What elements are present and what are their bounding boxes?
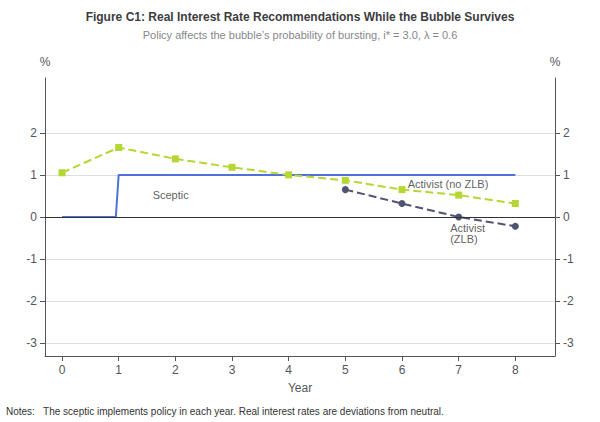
svg-text:1: 1 [30,168,37,182]
svg-text:2: 2 [172,363,179,377]
svg-text:Figure C1: Real Interest Rate: Figure C1: Real Interest Rate Recommenda… [86,10,515,24]
svg-text:0: 0 [59,363,66,377]
svg-text:%: % [40,55,51,69]
svg-text:8: 8 [512,363,519,377]
svg-text:Activist (no ZLB): Activist (no ZLB) [408,178,489,190]
svg-text:4: 4 [285,363,292,377]
svg-text:3: 3 [229,363,236,377]
svg-text:Notes: The sceptic implement: Notes: The sceptic implements policy in … [6,406,444,417]
svg-text:2: 2 [30,126,37,140]
svg-text:-2: -2 [26,294,37,308]
svg-text:-2: -2 [563,294,574,308]
svg-text:1: 1 [115,363,122,377]
svg-text:0: 0 [563,210,570,224]
svg-text:Activist: Activist [450,221,485,234]
svg-text:0: 0 [30,210,37,224]
svg-text:2: 2 [563,126,570,140]
svg-text:-3: -3 [563,336,574,350]
svg-text:%: % [550,55,561,69]
svg-text:-1: -1 [563,252,574,266]
svg-text:5: 5 [342,363,349,377]
svg-text:(ZLB): (ZLB) [450,233,478,245]
svg-text:Sceptic: Sceptic [153,189,190,201]
svg-text:Policy affects the bubble’s pr: Policy affects the bubble’s probability … [143,29,458,41]
svg-text:6: 6 [399,363,406,377]
svg-text:-3: -3 [26,336,37,350]
svg-text:Year: Year [288,381,312,395]
svg-text:7: 7 [455,363,462,377]
svg-text:1: 1 [563,168,570,182]
svg-text:-1: -1 [26,252,37,266]
